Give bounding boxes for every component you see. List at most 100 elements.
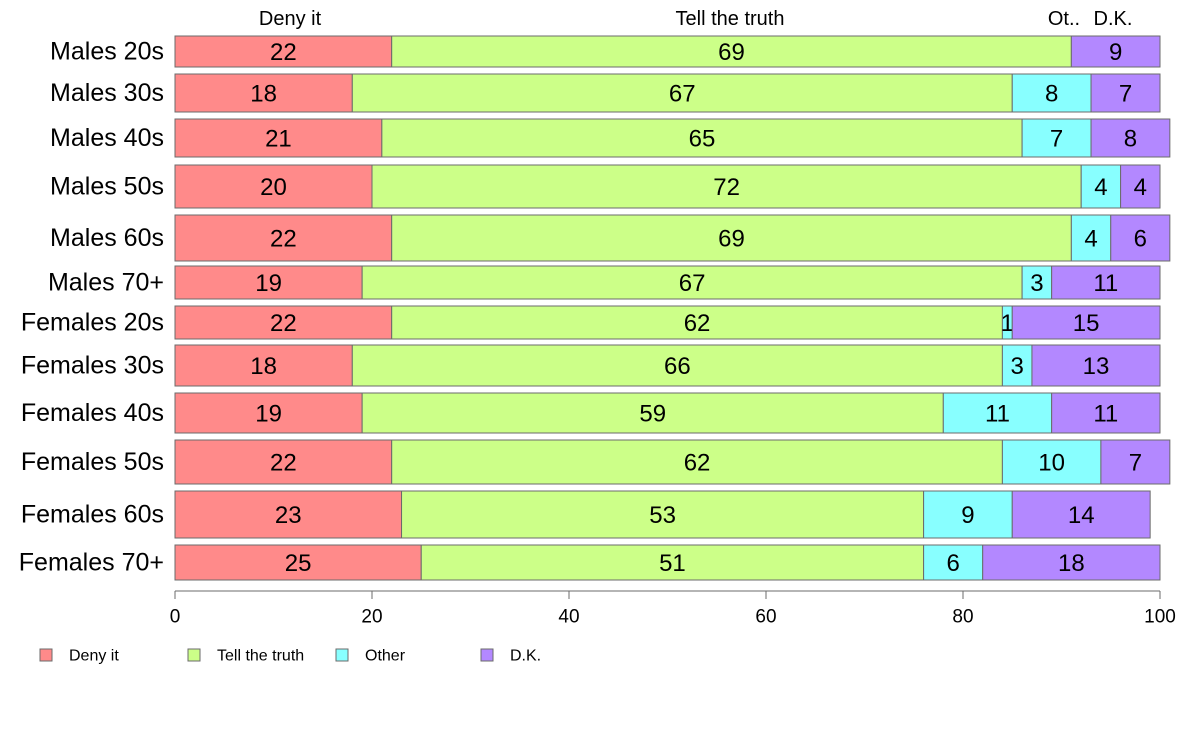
legend-swatch-deny-it — [39, 648, 53, 662]
legend-swatch-other — [335, 648, 349, 662]
data-label-other-males-60s: 4 — [1084, 226, 1097, 253]
bar-segment-tell-the-truth-males-50s — [371, 164, 1082, 209]
x-tick-label-40: 40 — [558, 607, 579, 628]
data-label-deny-it-females-30s: 18 — [250, 353, 277, 380]
data-label-tell-the-truth-females-40s: 59 — [639, 401, 666, 428]
data-label-d-k-females-20s: 15 — [1073, 310, 1100, 337]
bar-segment-tell-the-truth-females-40s — [361, 392, 944, 434]
bar-segment-deny-it-females-60s — [174, 490, 403, 539]
data-label-deny-it-females-20s: 22 — [270, 310, 297, 337]
data-label-d-k-males-70: 11 — [1093, 270, 1118, 297]
category-label-males-30s: Males 30s — [50, 79, 164, 107]
legend: Deny it Tell the truth Other D.K. — [39, 648, 541, 665]
top-column-labels: Deny it Tell the truth Ot.. D.K. — [259, 8, 1133, 30]
data-label-deny-it-males-70: 19 — [255, 270, 282, 297]
bar-segment-deny-it-males-70 — [174, 265, 363, 300]
category-label-females-30s: Females 30s — [21, 352, 164, 380]
legend-label-deny-it: Deny it — [69, 648, 119, 665]
bar-segment-other-males-30s — [1011, 73, 1092, 113]
bar-segment-other-females-40s — [942, 392, 1053, 434]
bar-segment-d-k-females-60s — [1011, 490, 1151, 539]
data-label-other-males-70: 3 — [1030, 270, 1043, 297]
bar-segment-deny-it-females-40s — [174, 392, 363, 434]
category-label-females-20s: Females 20s — [21, 309, 164, 337]
data-label-deny-it-females-60s: 23 — [275, 502, 302, 529]
data-label-d-k-females-30s: 13 — [1083, 353, 1110, 380]
data-label-d-k-females-40s: 11 — [1093, 401, 1118, 428]
category-label-males-60s: Males 60s — [50, 224, 164, 252]
top-label-ot: Ot.. — [1048, 8, 1080, 30]
bar-segment-d-k-males-70 — [1051, 265, 1161, 300]
data-label-tell-the-truth-males-30s: 67 — [669, 81, 696, 108]
bar-segment-tell-the-truth-males-30s — [351, 73, 1013, 113]
data-label-other-females-20s: 1 — [1001, 310, 1014, 337]
x-tick-label-100: 100 — [1144, 607, 1176, 628]
data-label-deny-it-males-60s: 22 — [270, 226, 297, 253]
category-label-males-40s: Males 40s — [50, 124, 164, 152]
x-tick-label-0: 0 — [170, 607, 181, 628]
data-label-d-k-males-60s: 6 — [1134, 226, 1147, 253]
bar-segment-tell-the-truth-males-20s — [391, 35, 1072, 68]
top-label-deny-it: Deny it — [259, 8, 322, 30]
x-axis: 0 20 40 60 80 100 — [170, 590, 1176, 628]
data-label-tell-the-truth-females-20s: 62 — [684, 310, 711, 337]
bar-segment-d-k-males-40s — [1090, 118, 1171, 158]
data-label-tell-the-truth-males-70: 67 — [679, 270, 706, 297]
legend-label-tell-the-truth: Tell the truth — [217, 648, 304, 665]
data-label-tell-the-truth-females-30s: 66 — [664, 353, 691, 380]
data-label-d-k-males-30s: 7 — [1119, 81, 1132, 108]
bar-segment-other-females-30s — [1001, 344, 1033, 387]
data-label-other-females-50s: 10 — [1038, 450, 1065, 477]
top-label-tell-the-truth: Tell the truth — [676, 8, 785, 30]
bar-segment-d-k-females-50s — [1100, 439, 1171, 485]
category-label-males-50s: Males 50s — [50, 173, 164, 201]
top-label-d-k: D.K. — [1094, 8, 1133, 30]
bar-segment-d-k-males-60s — [1110, 214, 1171, 262]
data-label-tell-the-truth-females-60s: 53 — [649, 502, 676, 529]
data-label-tell-the-truth-females-70: 51 — [659, 550, 686, 577]
data-label-other-males-40s: 7 — [1050, 126, 1063, 153]
category-label-males-20s: Males 20s — [50, 38, 164, 66]
x-tick-label-20: 20 — [361, 607, 382, 628]
data-label-tell-the-truth-males-40s: 65 — [689, 126, 716, 153]
data-label-other-males-50s: 4 — [1094, 174, 1107, 201]
data-label-deny-it-males-40s: 21 — [265, 126, 292, 153]
data-label-deny-it-males-30s: 18 — [250, 81, 277, 108]
category-label-females-50s: Females 50s — [21, 448, 164, 476]
legend-label-d-k: D.K. — [510, 648, 541, 665]
bar-segment-tell-the-truth-males-60s — [391, 214, 1072, 262]
data-label-tell-the-truth-females-50s: 62 — [684, 450, 711, 477]
data-label-other-females-40s: 11 — [985, 401, 1010, 428]
bar-segment-deny-it-males-40s — [174, 118, 383, 158]
legend-swatch-d-k — [480, 648, 494, 662]
category-label-males-70: Males 70+ — [48, 269, 164, 297]
bar-segment-d-k-females-70 — [982, 544, 1161, 581]
x-tick-label-60: 60 — [755, 607, 776, 628]
bar-segment-deny-it-males-20s — [174, 35, 393, 68]
data-label-d-k-males-50s: 4 — [1134, 174, 1147, 201]
data-label-tell-the-truth-males-50s: 72 — [713, 174, 740, 201]
bar-segment-tell-the-truth-females-70 — [420, 544, 925, 581]
data-label-d-k-males-40s: 8 — [1124, 126, 1137, 153]
bar-segment-other-males-60s — [1070, 214, 1112, 262]
data-label-d-k-females-50s: 7 — [1129, 450, 1142, 477]
data-label-deny-it-females-70: 25 — [285, 550, 312, 577]
x-tick-label-80: 80 — [952, 607, 973, 628]
bar-segment-other-males-50s — [1080, 164, 1122, 209]
bar-segment-d-k-males-30s — [1090, 73, 1161, 113]
legend-label-other: Other — [365, 648, 406, 665]
data-label-tell-the-truth-males-20s: 69 — [718, 39, 745, 66]
data-label-deny-it-females-50s: 22 — [270, 450, 297, 477]
data-label-other-males-30s: 8 — [1045, 81, 1058, 108]
category-label-females-60s: Females 60s — [21, 501, 164, 529]
category-label-females-40s: Females 40s — [21, 399, 164, 427]
bar-segment-deny-it-females-50s — [174, 439, 393, 485]
data-label-d-k-females-70: 18 — [1058, 550, 1085, 577]
bar-segment-tell-the-truth-females-20s — [391, 305, 1003, 340]
bar-segment-deny-it-males-30s — [174, 73, 353, 113]
bar-segment-tell-the-truth-males-40s — [381, 118, 1023, 158]
bar-segment-d-k-females-30s — [1031, 344, 1161, 387]
data-label-d-k-females-60s: 14 — [1068, 502, 1095, 529]
bar-segment-d-k-females-40s — [1051, 392, 1161, 434]
